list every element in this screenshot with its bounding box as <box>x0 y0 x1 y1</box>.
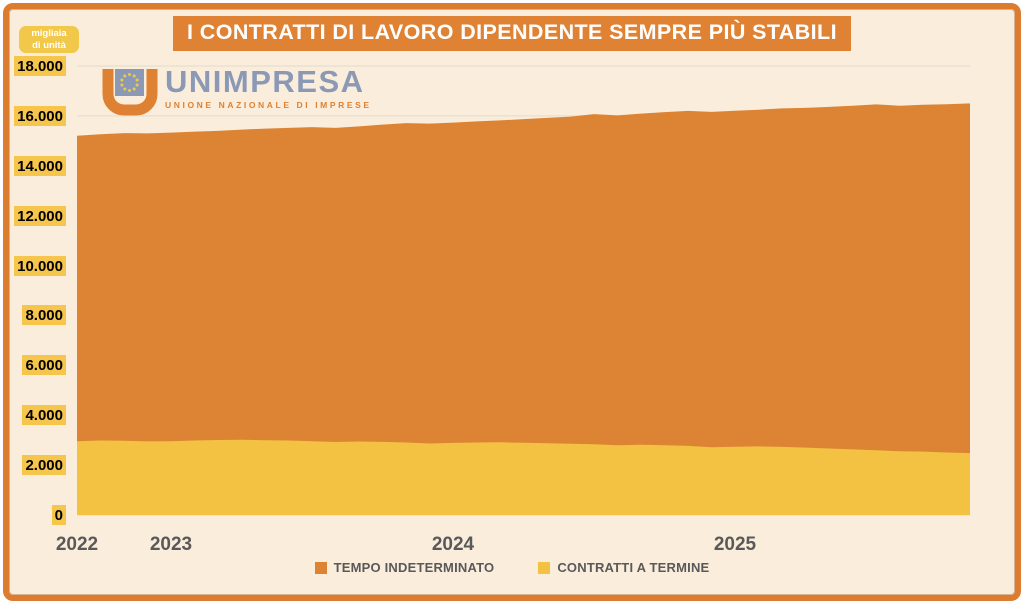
legend-label: CONTRATTI A TERMINE <box>557 560 710 575</box>
legend-label: TEMPO INDETERMINATO <box>333 560 495 575</box>
y-tick-label: 0 <box>51 505 66 525</box>
unimpresa-logo: UNIMPRESA UNIONE NAZIONALE DI IMPRESE <box>102 64 372 118</box>
x-tick-label-2022: 2022 <box>55 534 99 555</box>
x-tick-label-2023: 2023 <box>149 534 193 555</box>
logo-wordmark: UNIMPRESA <box>165 64 365 99</box>
logo-text-block: UNIMPRESA UNIONE NAZIONALE DI IMPRESE <box>165 64 372 110</box>
chart-legend: TEMPO INDETERMINATO CONTRATTI A TERMINE <box>0 560 1024 575</box>
unit-badge: migliaia di unità <box>19 26 79 53</box>
y-tick-label: 10.000 <box>14 255 66 276</box>
unit-badge-line2: di unità <box>32 39 66 51</box>
legend-item-contratti-a-termine: CONTRATTI A TERMINE <box>538 560 709 575</box>
logo-eu-stars <box>120 73 139 92</box>
y-tick-label: 6.000 <box>22 355 66 376</box>
chart-title: I CONTRATTI DI LAVORO DIPENDENTE SEMPRE … <box>173 16 851 51</box>
y-tick-label: 14.000 <box>14 155 66 176</box>
title-bar-wrap: I CONTRATTI DI LAVORO DIPENDENTE SEMPRE … <box>0 16 1024 51</box>
x-tick-label-2025: 2025 <box>713 534 757 555</box>
y-tick-label: 18.000 <box>14 56 66 76</box>
logo-tagline: UNIONE NAZIONALE DI IMPRESE <box>165 99 372 110</box>
legend-swatch-orange <box>314 561 327 574</box>
logo-u-shape <box>102 69 158 116</box>
legend-swatch-yellow <box>538 561 551 574</box>
y-tick-label: 16.000 <box>14 105 66 126</box>
y-tick-label: 12.000 <box>14 205 66 226</box>
area-series-1 <box>77 439 970 515</box>
legend-item-tempo-indeterminato: TEMPO INDETERMINATO <box>314 560 495 575</box>
unimpresa-logo-icon <box>102 69 158 116</box>
y-tick-label: 8.000 <box>22 305 66 326</box>
y-tick-label: 4.000 <box>22 405 66 426</box>
area-series-0 <box>77 103 970 516</box>
x-tick-label-2024: 2024 <box>431 534 475 555</box>
y-tick-label: 2.000 <box>22 455 66 476</box>
unit-badge-line1: migliaia <box>31 28 67 39</box>
